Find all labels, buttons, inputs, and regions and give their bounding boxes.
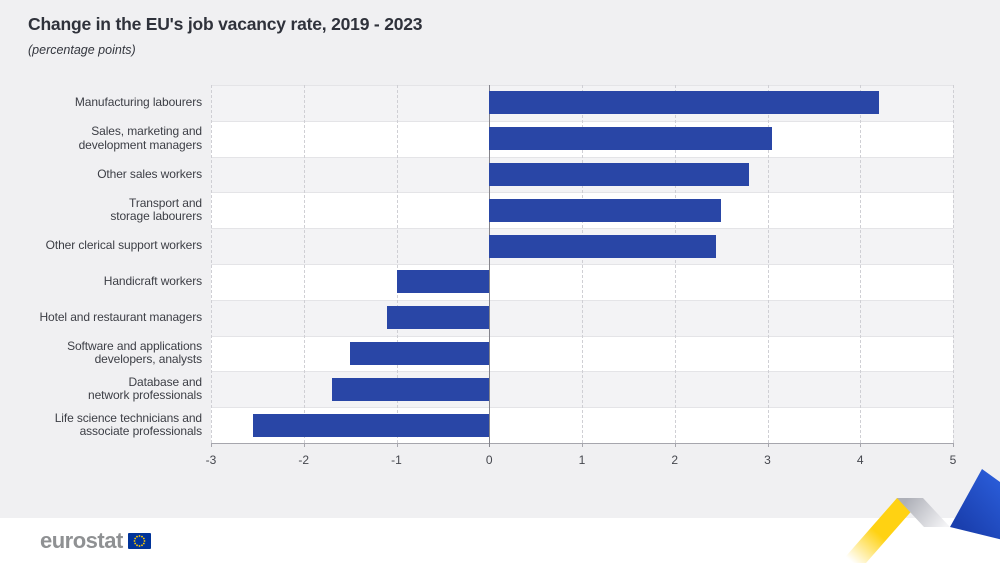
x-axis-line xyxy=(211,443,953,444)
category-label: Sales, marketing and development manager… xyxy=(78,124,203,152)
eu-flag-icon xyxy=(127,533,151,549)
axis-tick xyxy=(396,443,398,447)
x-tick-label: -2 xyxy=(298,453,310,467)
gridline xyxy=(211,85,212,443)
gridline xyxy=(860,85,862,443)
bar xyxy=(489,91,879,115)
x-tick-label: 1 xyxy=(578,453,586,467)
bar xyxy=(387,306,490,330)
axis-tick xyxy=(582,443,583,447)
chart-subtitle: (percentage points) xyxy=(28,43,136,57)
x-tick-label: 2 xyxy=(671,453,679,467)
gridline xyxy=(953,85,954,443)
category-label: Life science technicians and associate p… xyxy=(54,410,202,439)
axis-tick xyxy=(953,443,954,447)
gridline xyxy=(303,85,305,443)
bar xyxy=(489,234,717,258)
category-label: Handicraft workers xyxy=(103,274,202,289)
gridline xyxy=(396,85,398,443)
bar xyxy=(252,413,490,437)
x-tick-label: 4 xyxy=(856,453,864,467)
category-label: Other sales workers xyxy=(97,166,202,181)
bar xyxy=(489,198,722,222)
category-label: Database and network professionals xyxy=(88,374,202,403)
footer-strip xyxy=(0,518,1000,563)
zigzag-ribbon-icon xyxy=(840,469,1000,563)
axis-tick xyxy=(674,443,676,447)
category-label: Other clerical support workers xyxy=(45,238,202,253)
x-tick-label: 5 xyxy=(949,453,957,467)
x-tick-label: 0 xyxy=(485,453,493,467)
chart-header: Change in the EU's job vacancy rate, 201… xyxy=(28,14,423,57)
category-label: Manufacturing labourers xyxy=(74,95,202,110)
bar xyxy=(489,127,773,151)
category-label: Hotel and restaurant managers xyxy=(39,309,202,324)
axis-tick xyxy=(211,443,212,447)
x-tick-label: -1 xyxy=(391,453,402,467)
axis-tick xyxy=(303,443,305,447)
x-tick-label: 3 xyxy=(764,453,771,467)
gridline xyxy=(582,85,583,443)
gridline xyxy=(674,85,676,443)
axis-tick xyxy=(767,443,769,447)
axis-tick xyxy=(860,443,862,447)
gridline xyxy=(767,85,769,443)
bar xyxy=(396,270,490,294)
chart-title: Change in the EU's job vacancy rate, 201… xyxy=(28,14,423,34)
category-label: Software and applications developers, an… xyxy=(67,338,202,367)
category-label: Transport and storage labourers xyxy=(110,195,202,224)
x-tick-label: -3 xyxy=(205,453,217,467)
eurostat-logo: eurostat xyxy=(40,528,151,554)
bar xyxy=(489,163,749,186)
bar xyxy=(331,377,490,401)
bar xyxy=(350,342,490,365)
eurostat-logo-text: eurostat xyxy=(40,528,123,553)
zero-baseline xyxy=(489,85,491,447)
